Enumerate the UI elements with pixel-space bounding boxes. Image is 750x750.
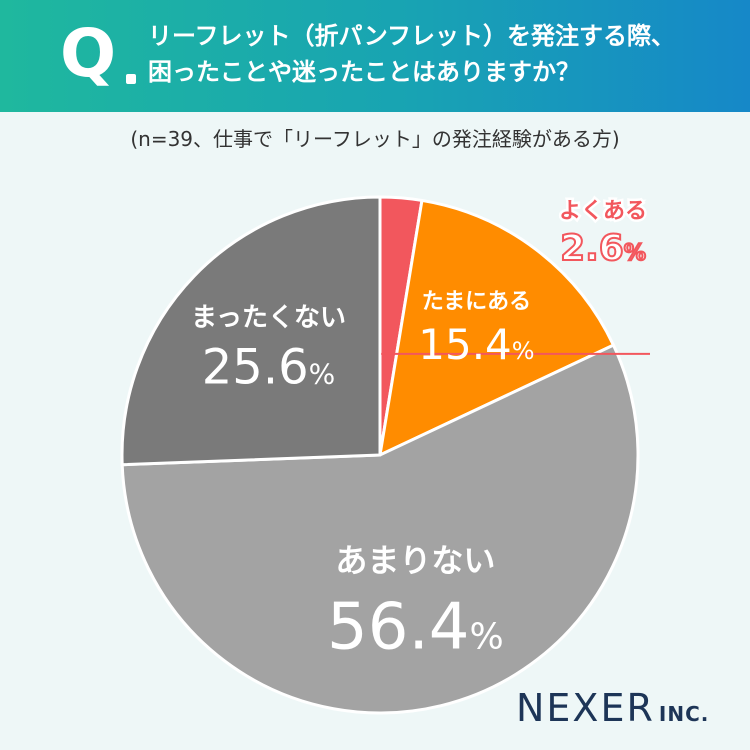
- pie-slice-never: [120, 195, 382, 467]
- pie-slices: [120, 195, 640, 715]
- question-text: リーフレット（折パンフレット）を発注する際、 困ったことや迷ったことはありますか…: [148, 18, 738, 90]
- logo-suffix: INC.: [658, 702, 710, 726]
- q-mark-dot: [126, 74, 136, 84]
- pie-labels: よくある 2.6% たまにある 15.4% あまりない 56.4% まったくない 25.6%: [191, 197, 650, 664]
- question-line-1: リーフレット（折パンフレット）を発注する際、: [148, 22, 676, 50]
- question-header: Q リーフレット（折パンフレット）を発注する際、 困ったことや迷ったことはありま…: [0, 0, 750, 112]
- sample-note: (n=39、仕事で「リーフレット」の発注経験がある方): [130, 127, 620, 151]
- pie-slice-sometimes: [378, 198, 615, 457]
- slice-value-never: 25.6%: [202, 340, 335, 396]
- slice-value-often: 2.6%: [560, 228, 646, 269]
- slice-label-sometimes: たまにある: [422, 289, 531, 314]
- slice-label-rarely: あまりない: [335, 542, 495, 580]
- q-mark: Q: [60, 15, 117, 92]
- slice-label-often: よくある: [559, 199, 647, 224]
- pie-slice-rarely: [120, 343, 640, 715]
- logo-name: NEXER: [516, 686, 655, 730]
- nexer-logo: NEXER INC.: [516, 686, 709, 730]
- slice-label-never: まったくない: [191, 303, 346, 333]
- slice-value-rarely: 56.4%: [327, 590, 504, 664]
- question-line-2: 困ったことや迷ったことはありますか？: [148, 58, 580, 86]
- slice-value-sometimes: 15.4%: [418, 320, 534, 369]
